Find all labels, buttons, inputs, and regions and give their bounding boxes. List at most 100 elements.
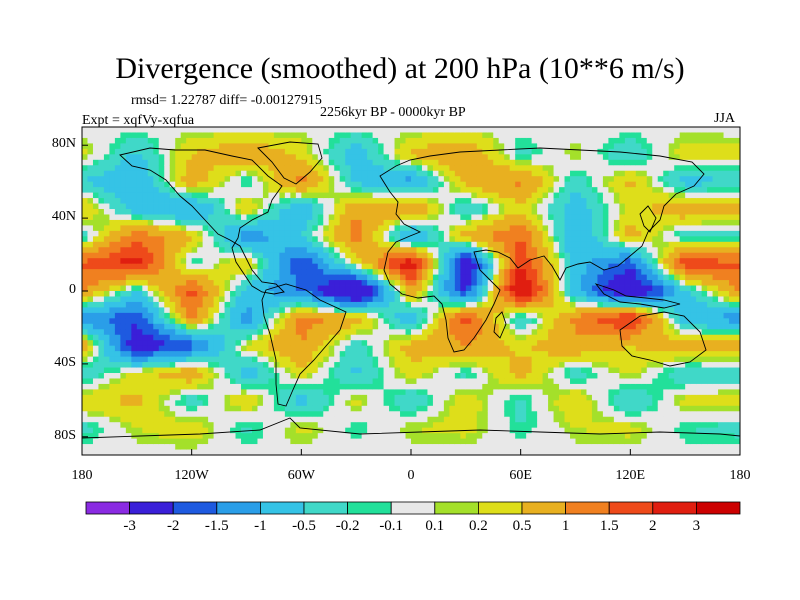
field-cell	[328, 400, 335, 407]
field-cell	[443, 258, 450, 265]
field-cell	[295, 296, 302, 303]
field-cell	[279, 269, 286, 275]
field-cell	[175, 127, 182, 133]
field-cell	[131, 291, 138, 297]
field-cell	[465, 291, 472, 297]
field-cell	[323, 203, 330, 210]
field-cell	[306, 203, 313, 210]
field-cell	[471, 230, 478, 237]
field-cell	[284, 383, 291, 390]
field-cell	[323, 165, 330, 172]
field-cell	[175, 323, 182, 330]
field-cell	[251, 143, 258, 150]
field-cell	[531, 307, 538, 314]
field-cell	[394, 263, 401, 270]
field-cell	[482, 323, 489, 330]
field-cell	[125, 362, 132, 368]
field-cell	[103, 394, 110, 401]
field-cell	[290, 351, 297, 357]
field-cell	[389, 296, 395, 303]
field-cell	[509, 209, 516, 215]
field-cell	[295, 143, 302, 150]
field-cell	[180, 219, 187, 226]
field-cell	[202, 318, 209, 325]
field-cell	[487, 143, 494, 150]
field-cell	[443, 214, 450, 221]
field-cell	[520, 351, 527, 357]
field-cell	[120, 241, 127, 248]
field-cell	[487, 176, 494, 183]
field-cell	[383, 209, 390, 215]
field-cell	[520, 225, 527, 232]
field-cell	[460, 329, 467, 336]
field-cell	[230, 438, 236, 445]
field-cell	[268, 378, 275, 385]
field-cell	[164, 427, 171, 434]
field-cell	[114, 394, 121, 401]
field-cell	[339, 143, 346, 150]
field-cell	[350, 192, 357, 199]
field-cell	[142, 438, 149, 445]
field-cell	[405, 214, 412, 221]
field-cell	[224, 203, 231, 210]
field-cell	[92, 334, 99, 341]
field-cell	[131, 323, 138, 330]
field-cell	[356, 285, 363, 292]
field-cell	[306, 312, 313, 319]
field-cell	[531, 444, 538, 450]
field-cell	[405, 427, 412, 434]
field-cell	[471, 274, 478, 281]
field-cell	[197, 356, 204, 363]
field-cell	[526, 383, 533, 390]
field-cell	[460, 214, 467, 221]
field-cell	[504, 230, 511, 237]
field-cell	[125, 127, 132, 133]
field-cell	[279, 345, 286, 352]
field-cell	[136, 209, 143, 215]
field-cell	[279, 203, 286, 210]
field-cell	[350, 323, 357, 330]
field-cell	[421, 137, 428, 144]
field-cell	[246, 307, 253, 314]
field-cell	[405, 192, 412, 199]
field-cell	[411, 176, 417, 183]
field-cell	[197, 301, 204, 308]
field-cell	[120, 176, 127, 183]
field-cell	[317, 170, 324, 177]
field-cell	[438, 181, 445, 188]
field-cell	[498, 323, 505, 330]
field-cell	[136, 285, 143, 292]
field-cell	[487, 291, 494, 297]
field-cell	[295, 137, 302, 144]
field-cell	[443, 285, 450, 292]
field-cell	[191, 356, 198, 363]
field-cell	[509, 148, 516, 155]
field-cell	[345, 143, 352, 150]
field-cell	[312, 323, 319, 330]
field-cell	[515, 181, 522, 188]
field-cell	[164, 307, 171, 314]
field-cell	[208, 411, 214, 418]
field-cell	[219, 323, 225, 330]
field-cell	[164, 334, 171, 341]
field-cell	[158, 405, 165, 412]
field-cell	[515, 296, 522, 303]
field-cell	[356, 159, 363, 166]
field-cell	[328, 274, 335, 281]
field-cell	[350, 400, 357, 407]
field-cell	[164, 137, 171, 144]
field-cell	[405, 400, 412, 407]
field-cell	[125, 291, 132, 297]
field-cell	[411, 203, 417, 210]
field-cell	[504, 367, 511, 374]
field-cell	[427, 438, 434, 445]
field-cell	[257, 356, 264, 363]
field-cell	[241, 400, 247, 407]
field-cell	[131, 170, 138, 177]
field-cell	[109, 438, 116, 445]
field-cell	[158, 394, 165, 401]
field-cell	[487, 345, 494, 352]
field-cell	[103, 148, 110, 155]
field-cell	[427, 137, 434, 144]
field-cell	[131, 230, 138, 237]
